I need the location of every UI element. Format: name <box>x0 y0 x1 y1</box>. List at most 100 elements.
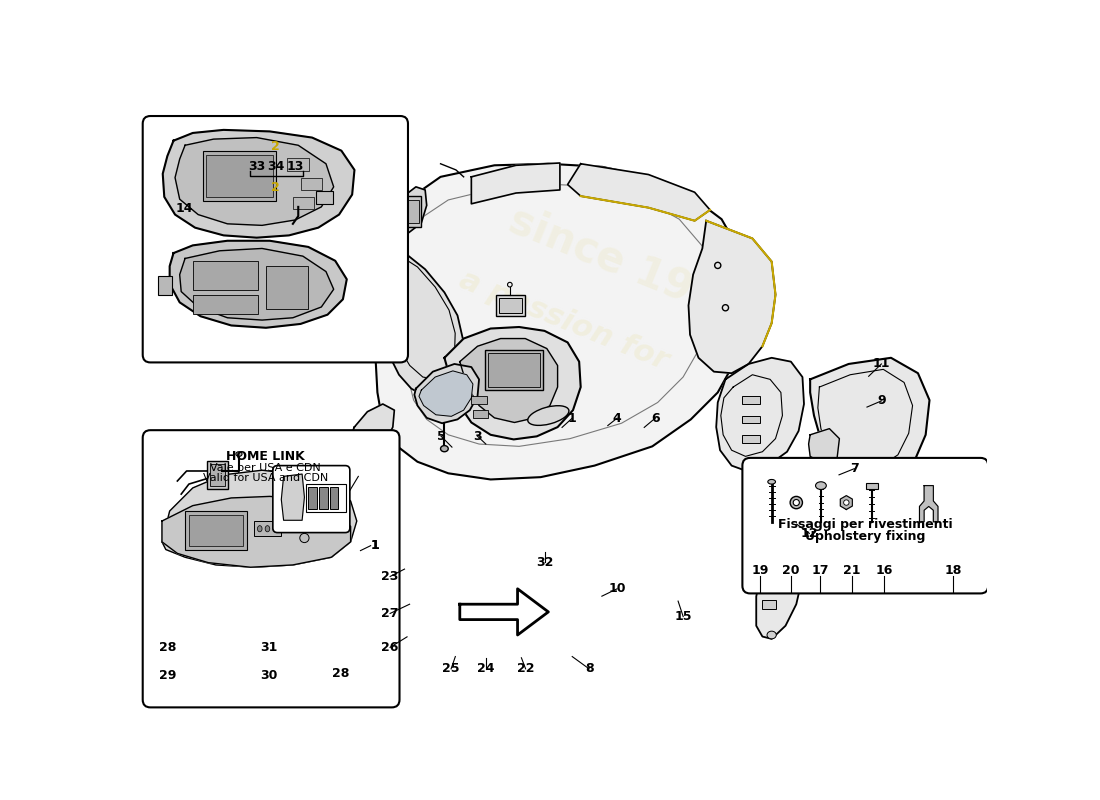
Ellipse shape <box>793 499 800 506</box>
Text: Vale per USA e CDN: Vale per USA e CDN <box>210 462 321 473</box>
Text: 5: 5 <box>437 430 446 442</box>
Text: 14: 14 <box>176 202 192 214</box>
Bar <box>189 515 243 546</box>
Bar <box>499 298 522 313</box>
Text: 31: 31 <box>261 641 277 654</box>
Text: 21: 21 <box>843 564 860 577</box>
Polygon shape <box>920 486 938 522</box>
Bar <box>287 158 309 170</box>
Ellipse shape <box>815 482 826 490</box>
Text: 34: 34 <box>267 160 285 174</box>
Text: 26: 26 <box>382 641 399 654</box>
Bar <box>330 487 339 509</box>
Text: 9: 9 <box>877 394 886 407</box>
Text: 10: 10 <box>608 582 626 595</box>
Text: 28: 28 <box>158 641 176 654</box>
Bar <box>403 200 419 223</box>
Polygon shape <box>419 371 473 416</box>
Text: 19: 19 <box>751 564 769 577</box>
Text: 20: 20 <box>782 564 800 577</box>
Text: 29: 29 <box>158 669 176 682</box>
Bar <box>158 276 172 295</box>
Text: 32: 32 <box>537 556 553 569</box>
Bar <box>762 599 777 609</box>
Text: 17: 17 <box>812 564 829 577</box>
Text: 2: 2 <box>272 181 280 194</box>
FancyBboxPatch shape <box>273 466 350 533</box>
Polygon shape <box>378 246 464 396</box>
Text: since 1985: since 1985 <box>503 198 752 332</box>
Polygon shape <box>689 221 776 373</box>
Bar <box>185 511 246 550</box>
Bar <box>866 483 878 490</box>
Bar <box>496 294 526 316</box>
Polygon shape <box>444 327 581 439</box>
Text: 6: 6 <box>651 412 660 425</box>
Text: 1: 1 <box>371 539 380 552</box>
Text: 1: 1 <box>568 412 576 425</box>
Bar <box>488 353 540 387</box>
Bar <box>254 521 282 537</box>
Text: 33: 33 <box>249 160 266 174</box>
Bar <box>308 487 317 509</box>
Bar <box>316 191 333 204</box>
Ellipse shape <box>528 406 569 426</box>
Text: 15: 15 <box>674 610 692 623</box>
Bar <box>192 261 258 290</box>
Ellipse shape <box>300 534 309 542</box>
Ellipse shape <box>790 496 802 509</box>
FancyBboxPatch shape <box>742 458 988 594</box>
FancyBboxPatch shape <box>143 430 399 707</box>
Bar <box>300 178 322 190</box>
Bar <box>741 435 760 442</box>
Polygon shape <box>472 163 560 204</box>
Text: 16: 16 <box>876 564 892 577</box>
Polygon shape <box>397 187 427 233</box>
Text: 23: 23 <box>382 570 399 583</box>
Text: Fissaggi per rivestimenti: Fissaggi per rivestimenti <box>778 518 953 530</box>
Text: 25: 25 <box>442 662 460 675</box>
Ellipse shape <box>768 479 776 484</box>
Ellipse shape <box>767 631 777 639</box>
Text: 1: 1 <box>371 539 380 552</box>
Polygon shape <box>162 470 356 567</box>
Ellipse shape <box>235 452 242 456</box>
Ellipse shape <box>375 206 379 214</box>
Text: 8: 8 <box>585 662 594 675</box>
Polygon shape <box>840 496 852 510</box>
Polygon shape <box>163 130 354 238</box>
Text: Valid for USA and CDN: Valid for USA and CDN <box>204 474 328 483</box>
Polygon shape <box>350 404 395 454</box>
Ellipse shape <box>257 526 262 532</box>
FancyBboxPatch shape <box>143 116 408 362</box>
Text: Upholstery fixing: Upholstery fixing <box>805 530 925 543</box>
Bar <box>399 196 421 227</box>
Text: 27: 27 <box>382 607 399 620</box>
Ellipse shape <box>273 526 277 532</box>
Bar <box>206 154 273 197</box>
Polygon shape <box>757 466 804 639</box>
Polygon shape <box>716 358 804 472</box>
Text: 28: 28 <box>332 666 350 680</box>
Text: 18: 18 <box>945 564 962 577</box>
Polygon shape <box>810 358 930 489</box>
Text: 24: 24 <box>477 662 495 675</box>
Polygon shape <box>460 338 558 422</box>
Bar <box>319 487 328 509</box>
Text: 30: 30 <box>261 669 277 682</box>
Ellipse shape <box>265 526 269 532</box>
Polygon shape <box>162 496 351 567</box>
Text: 7: 7 <box>850 462 859 475</box>
Bar <box>210 464 225 486</box>
Text: a passion for: a passion for <box>455 266 672 376</box>
Polygon shape <box>808 429 839 464</box>
Polygon shape <box>568 164 711 221</box>
Bar <box>472 396 486 404</box>
Text: 3: 3 <box>473 430 482 442</box>
Bar <box>266 266 308 309</box>
Polygon shape <box>375 164 749 479</box>
Bar <box>741 415 760 423</box>
Polygon shape <box>282 474 305 520</box>
Ellipse shape <box>370 180 376 186</box>
Text: 4: 4 <box>613 412 621 425</box>
